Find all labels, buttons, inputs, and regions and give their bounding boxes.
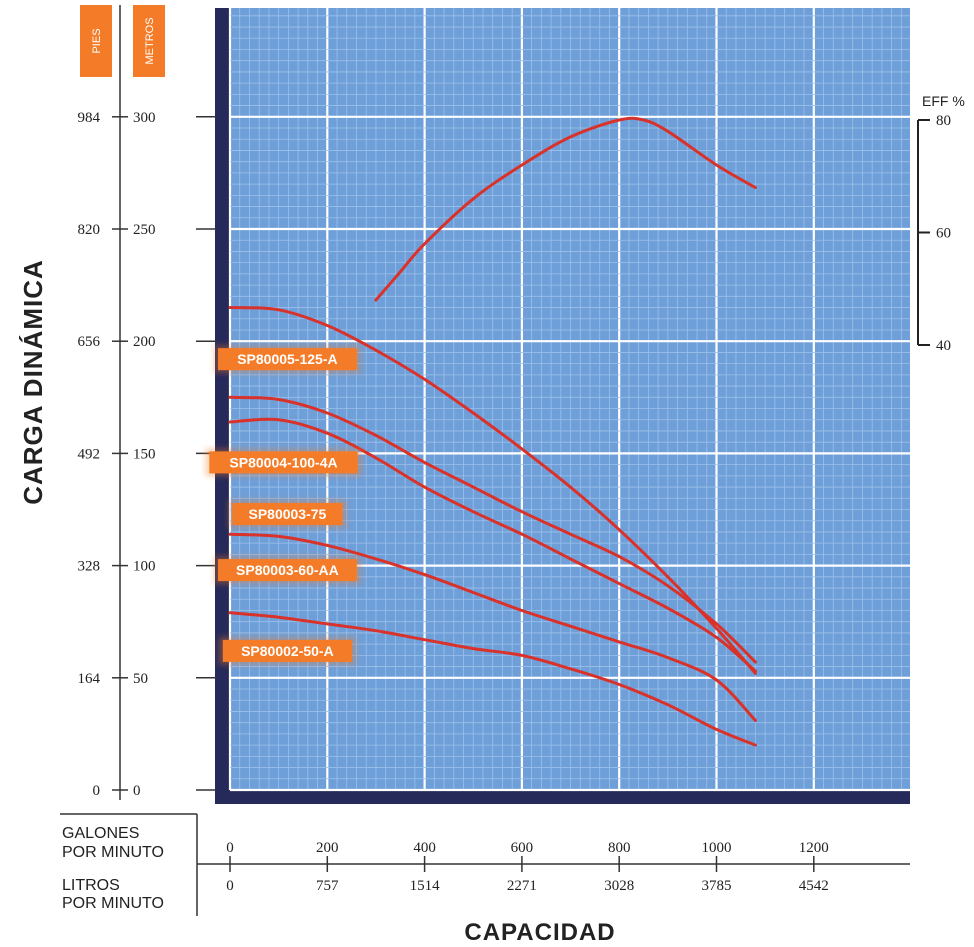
curves [228,116,757,747]
x-tick-label-gpm: 1200 [799,840,829,856]
y-ticks: 0 0 164 50 328 100 492 150 656 200 820 250 984 300 [78,110,216,799]
x-tick-label-gpm: 800 [608,840,631,856]
series-label-bg [222,639,353,662]
y-tick-label-ft: 0 [93,783,101,799]
series-label-bg [218,559,357,582]
eff-tick-label: 80 [936,113,951,129]
x-tick-label-gpm: 1000 [702,840,732,856]
x-tick-label-lpm: 0 [226,878,234,894]
series-label-bg [232,502,343,525]
series-label: SP80002-50-A [241,643,334,659]
series-curve [228,306,757,675]
plot-area [230,8,910,790]
series-label: SP80004-100-4A [229,454,337,470]
y-tick-label-ft: 164 [78,671,101,687]
gpm-label-line1: GALONES [62,825,139,842]
y-tick-label-m: 300 [133,110,156,126]
y-tick-label-m: 100 [133,559,156,575]
gpm-label-line2: POR MINUTO [62,844,164,861]
pies-tab [80,5,112,77]
series-label-bg [218,348,357,371]
y-tick-label-ft: 328 [78,559,101,575]
y-tick-label-m: 0 [133,783,141,799]
lpm-label-line1: LITROS [62,877,120,894]
series-label: SP80003-75 [248,506,326,522]
eff-tick-label: 60 [936,226,951,242]
y-tick-label-ft: 820 [78,222,101,238]
x-tick-label-gpm: 0 [226,840,234,856]
y-axis-title: CARGA DINÁMICA [18,259,48,505]
series-labels: SP80005-125-A SP80004-100-4A SP80003-75 SP8… [205,345,362,665]
x-tick-label-lpm: 4542 [799,878,829,894]
x-tick-label-gpm: 600 [511,840,534,856]
x-tick-label-gpm: 400 [413,840,436,856]
x-axis-title: CAPACIDAD [464,919,615,946]
x-tick-label-lpm: 3028 [604,878,634,894]
x-tick-label-lpm: 757 [316,878,339,894]
x-tick-label-lpm: 3785 [702,878,732,894]
y-tick-label-m: 150 [133,446,156,462]
x-ticks: 0 0 200 757 400 1514 600 2271 800 3028 1000 3785 120… [226,840,829,894]
x-tick-label-lpm: 2271 [507,878,537,894]
y-tick-label-ft: 984 [78,110,101,126]
eff-tick-label: 40 [936,338,951,354]
series-curve [228,532,757,722]
series-curve [228,417,757,673]
efficiency-curve [374,116,757,302]
pies-label: PIES [91,28,103,53]
metros-tab [133,5,165,77]
series-label: SP80005-125-A [237,351,337,367]
series-label-bg [209,451,358,474]
eff-label: EFF % [922,93,965,109]
series-curve [228,395,757,664]
y-tick-label-ft: 492 [78,446,101,462]
series-label: SP80003-60-AA [236,562,339,578]
y-tick-label-m: 50 [133,671,148,687]
x-tick-label-lpm: 1514 [410,878,441,894]
y-tick-label-ft: 656 [78,334,101,350]
x-tick-label-gpm: 200 [316,840,339,856]
eff-ticks: 40 60 80 [918,113,951,354]
y-tick-label-m: 200 [133,334,156,350]
lpm-label-line2: POR MINUTO [62,895,164,912]
series-curve [228,611,757,747]
metros-label: METROS [144,17,156,64]
y-tick-label-m: 250 [133,222,156,238]
